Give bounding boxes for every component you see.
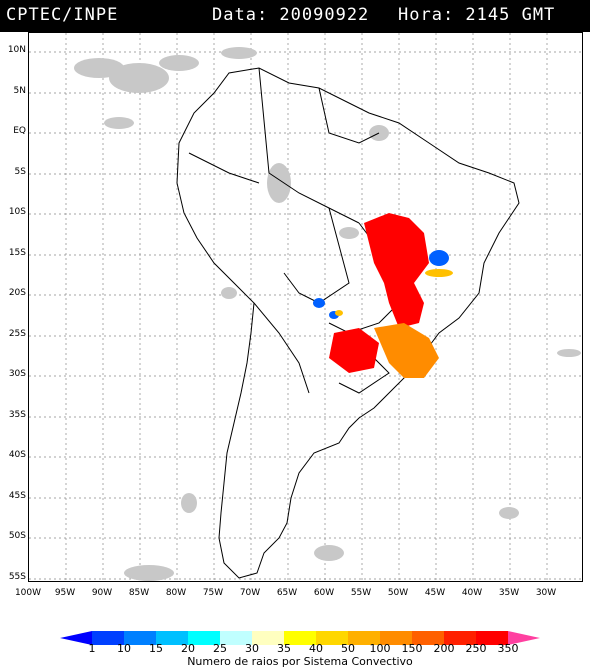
lat-label-45s: 45S bbox=[8, 491, 26, 501]
coastlines bbox=[176, 67, 520, 579]
lon-label-35w: 35W bbox=[498, 588, 520, 598]
legend bbox=[0, 624, 600, 670]
system-blue-west bbox=[313, 298, 325, 308]
system-orange bbox=[374, 323, 439, 378]
system-red-north bbox=[364, 213, 429, 328]
legend-colorbar bbox=[60, 631, 540, 645]
legend-swatch-8 bbox=[316, 631, 348, 645]
legend-label-200: 200 bbox=[433, 642, 455, 655]
system-blue-east bbox=[429, 250, 449, 266]
legend-label-250: 250 bbox=[465, 642, 487, 655]
map-canvas bbox=[29, 33, 582, 581]
lon-label-65w: 65W bbox=[276, 588, 298, 598]
lon-label-60w: 60W bbox=[313, 588, 335, 598]
time-label: Hora: 2145 GMT bbox=[398, 5, 556, 25]
lon-label-95w: 95W bbox=[54, 588, 76, 598]
legend-label-350: 350 bbox=[497, 642, 519, 655]
lat-label-30s: 30S bbox=[8, 369, 26, 379]
legend-swatch-13 bbox=[476, 631, 508, 645]
convective-systems bbox=[313, 213, 453, 378]
legend-label-25: 25 bbox=[213, 642, 227, 655]
legend-label-50: 50 bbox=[341, 642, 355, 655]
legend-label-35: 35 bbox=[277, 642, 291, 655]
legend-swatch-11 bbox=[412, 631, 444, 645]
legend-swatch-4 bbox=[188, 631, 220, 645]
legend-swatch-2 bbox=[124, 631, 156, 645]
lon-label-85w: 85W bbox=[128, 588, 150, 598]
legend-label-40: 40 bbox=[309, 642, 323, 655]
legend-label-1: 1 bbox=[88, 642, 96, 655]
legend-label-150: 150 bbox=[401, 642, 423, 655]
lat-label-5n: 5N bbox=[13, 86, 26, 96]
lat-label-10n: 10N bbox=[7, 45, 26, 55]
lightning-map bbox=[28, 32, 583, 582]
legend-swatch-1 bbox=[92, 631, 124, 645]
lat-label-eq: EQ bbox=[13, 126, 26, 136]
legend-caption: Numero de raios por Sistema Convectivo bbox=[187, 655, 413, 668]
lat-label-20s: 20S bbox=[8, 288, 26, 298]
legend-swatch-6 bbox=[252, 631, 284, 645]
graticule bbox=[29, 33, 582, 581]
lon-label-45w: 45W bbox=[424, 588, 446, 598]
lon-label-75w: 75W bbox=[202, 588, 224, 598]
lat-label-25s: 25S bbox=[8, 329, 26, 339]
legend-label-30: 30 bbox=[245, 642, 259, 655]
legend-swatch-3 bbox=[156, 631, 188, 645]
legend-swatch-5 bbox=[220, 631, 252, 645]
lon-label-40w: 40W bbox=[461, 588, 483, 598]
cloud-cover bbox=[74, 47, 581, 581]
lat-label-55s: 55S bbox=[8, 572, 26, 582]
legend-swatch-0 bbox=[60, 631, 92, 645]
lon-label-100w: 100W bbox=[14, 588, 42, 598]
legend-label-20: 20 bbox=[181, 642, 195, 655]
legend-label-15: 15 bbox=[149, 642, 163, 655]
lat-label-10s: 10S bbox=[8, 207, 26, 217]
lon-label-80w: 80W bbox=[165, 588, 187, 598]
agency-label: CPTEC/INPE bbox=[6, 5, 119, 25]
system-yellow-east bbox=[425, 269, 453, 277]
lat-label-15s: 15S bbox=[8, 248, 26, 258]
map-header: CPTEC/INPE Data: 20090922 Hora: 2145 GMT bbox=[0, 0, 590, 32]
lat-label-35s: 35S bbox=[8, 410, 26, 420]
legend-swatch-14 bbox=[508, 631, 540, 645]
lon-label-90w: 90W bbox=[91, 588, 113, 598]
lat-label-5s: 5S bbox=[14, 167, 26, 177]
lat-label-40s: 40S bbox=[8, 450, 26, 460]
lon-label-50w: 50W bbox=[387, 588, 409, 598]
system-yellow-west bbox=[335, 310, 343, 316]
lon-label-55w: 55W bbox=[350, 588, 372, 598]
legend-swatch-12 bbox=[444, 631, 476, 645]
lon-label-70w: 70W bbox=[239, 588, 261, 598]
lat-label-50s: 50S bbox=[8, 531, 26, 541]
legend-swatch-10 bbox=[380, 631, 412, 645]
system-red-south bbox=[329, 328, 379, 373]
legend-label-10: 10 bbox=[117, 642, 131, 655]
legend-swatch-7 bbox=[284, 631, 316, 645]
date-label: Data: 20090922 bbox=[212, 5, 370, 25]
legend-label-100: 100 bbox=[369, 642, 391, 655]
lon-label-30w: 30W bbox=[535, 588, 557, 598]
legend-swatch-9 bbox=[348, 631, 380, 645]
